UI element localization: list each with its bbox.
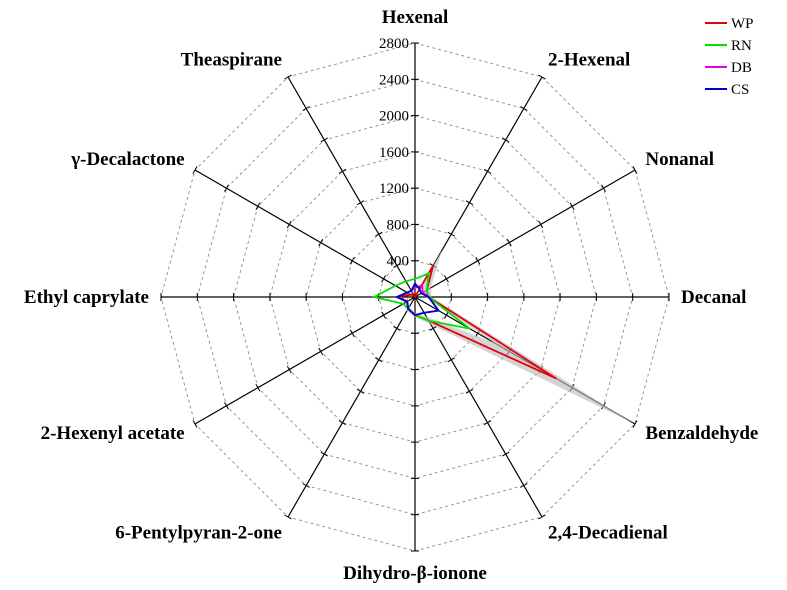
axis-tick: [302, 483, 310, 488]
series-cs-line: [394, 281, 441, 317]
axis-tick: [224, 184, 229, 192]
tick-label: 2400: [379, 72, 409, 88]
axis-tick: [538, 220, 544, 229]
axis-tick: [286, 365, 292, 374]
tick-label: 400: [387, 254, 410, 270]
axis-tick: [192, 166, 198, 174]
legend-label: DB: [731, 60, 752, 76]
legend-label: CS: [731, 82, 749, 98]
axis-tick: [375, 231, 383, 237]
axis-tick: [284, 514, 292, 520]
axis-tick: [465, 388, 474, 394]
axis-tick: [520, 106, 528, 111]
axis-tick: [381, 311, 387, 319]
axis-tick: [356, 200, 365, 206]
axis-label: Nonanal: [645, 149, 714, 170]
axis-tick: [393, 325, 401, 331]
axis-spoke: [194, 296, 416, 425]
tick-label: 800: [387, 217, 410, 233]
axis-tick: [520, 483, 528, 488]
axis-tick: [302, 106, 310, 111]
axis-tick: [483, 168, 492, 174]
axis-tick: [506, 238, 512, 247]
axis-tick: [349, 329, 355, 337]
legend-label: WP: [731, 16, 754, 32]
axis-tick: [447, 231, 455, 237]
axis-tick: [393, 263, 401, 269]
axis-tick: [502, 451, 510, 457]
axis-tick: [483, 420, 492, 426]
tick-label: 2000: [379, 109, 409, 125]
axis-tick: [632, 166, 638, 174]
tick-label: 0: [402, 290, 410, 306]
axis-tick: [447, 357, 455, 363]
axis-label: 2-Hexenal: [548, 49, 630, 70]
axis-spoke: [414, 169, 636, 298]
axis-label: Hexenal: [382, 7, 449, 28]
axis-tick: [502, 137, 510, 143]
tick-label: 1600: [379, 145, 409, 161]
tick-labels: 0 400 800 1200 1600 2000 2400 2800: [379, 36, 409, 306]
axis-tick: [375, 357, 383, 363]
legend-label: RN: [731, 38, 752, 54]
axis-tick: [255, 384, 261, 392]
axis-tick: [443, 311, 449, 319]
axis-tick: [538, 514, 546, 520]
series-lines: [371, 265, 557, 380]
axis-tick: [318, 238, 324, 247]
axis-label: Decanal: [681, 287, 746, 308]
axis-label: 6-Pentylpyran-2-one: [115, 523, 282, 544]
axis-tick: [356, 388, 365, 394]
axis-tick: [318, 347, 324, 356]
axis-label: Dihydro-β-ionone: [343, 563, 487, 584]
axis-labels: Hexenal 2-Hexenal Nonanal Decanal Benzaldehy…: [24, 7, 758, 584]
axis-tick: [475, 257, 481, 265]
axis-tick: [338, 420, 347, 426]
axis-tick: [286, 220, 292, 229]
axis-tick: [192, 420, 198, 428]
axis-label: Theaspirane: [181, 49, 282, 70]
axis-tick: [443, 275, 449, 283]
axis-tick: [465, 200, 474, 206]
legend: WP RN DB CS: [705, 16, 754, 98]
axis-label: γ-Decalactone: [70, 149, 184, 170]
axis-tick: [338, 168, 347, 174]
axis-tick: [255, 202, 261, 210]
axis-tick: [429, 325, 437, 331]
axis-spoke: [414, 296, 543, 518]
axis-tick: [349, 257, 355, 265]
axis-spoke: [414, 76, 543, 298]
axis-label: 2,4-Decadienal: [548, 523, 668, 544]
axis-spoke: [287, 76, 416, 298]
axis-tick: [569, 202, 575, 210]
axis-label: 2-Hexenyl acetate: [41, 423, 185, 444]
axis-tick: [601, 184, 606, 192]
tick-label: 1200: [379, 181, 409, 197]
axis-tick: [320, 451, 328, 457]
tick-label: 2800: [379, 36, 409, 52]
axis-spoke: [194, 169, 416, 298]
axis-tick: [224, 402, 229, 410]
axis-tick: [284, 74, 292, 80]
axis-label: Benzaldehyde: [645, 423, 758, 444]
axis-tick: [320, 137, 328, 143]
axis-label: Ethyl caprylate: [24, 287, 149, 308]
axis-spoke: [287, 296, 416, 518]
axis-tick: [381, 275, 387, 283]
axis-tick: [538, 74, 546, 80]
